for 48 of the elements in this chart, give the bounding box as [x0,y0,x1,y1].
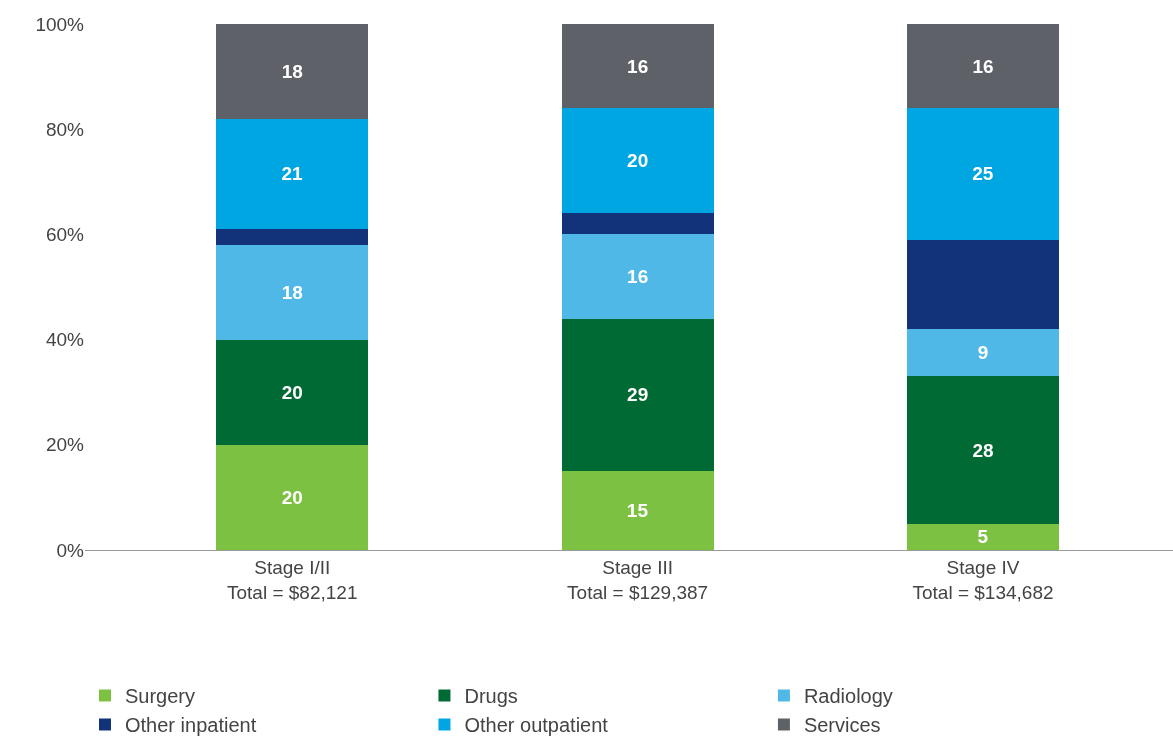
bar [907,24,1060,109]
y-tick-label: 40% [45,329,85,351]
bar [216,339,369,445]
bar [907,329,1060,377]
data-label: 9 [977,342,989,364]
y-tick-label: 20% [45,434,85,456]
y-tick-label: 0% [56,539,85,561]
legend-label: Drugs [464,685,518,708]
bar [216,244,369,340]
bar [216,229,369,245]
data-label: 18 [281,281,303,303]
data-label: 16 [972,55,994,77]
bar [907,239,1060,330]
data-label: 20 [281,486,303,508]
bar [561,24,714,109]
legend-label: Surgery [125,685,196,708]
bar [216,118,369,230]
data-label: 20 [627,150,649,172]
data-label: 25 [972,163,994,185]
x-tick-label: Stage I/II Total = $82,121 [227,556,358,603]
y-tick-label: 100% [35,13,85,35]
bar [907,523,1060,550]
y-tick-label: 60% [45,224,85,246]
bar [216,24,369,119]
x-tick-label: Stage III Total = $129,387 [567,556,709,603]
data-label: 28 [972,439,994,461]
data-label: 18 [281,60,303,82]
legend-label: Services [803,714,881,737]
bar [907,108,1060,240]
data-label: 5 [977,526,989,548]
bar [561,234,714,319]
data-label: 21 [281,163,304,185]
data-label: 16 [627,55,649,77]
legend-label: Other inpatient [125,714,257,737]
bar [907,376,1060,524]
data-label: 16 [627,265,649,287]
data-label: 20 [281,381,303,403]
x-tick-label: Stage IV Total = $134,682 [912,556,1054,603]
bar [216,444,369,550]
legend-label: Other outpatient [464,714,609,737]
bar [561,318,714,472]
legend-label: Radiology [803,685,893,708]
y-tick-label: 80% [45,118,85,140]
data-label: 29 [627,384,649,406]
bar [561,213,714,235]
bar [561,108,714,214]
data-label: 15 [626,500,649,522]
bar [561,471,714,550]
